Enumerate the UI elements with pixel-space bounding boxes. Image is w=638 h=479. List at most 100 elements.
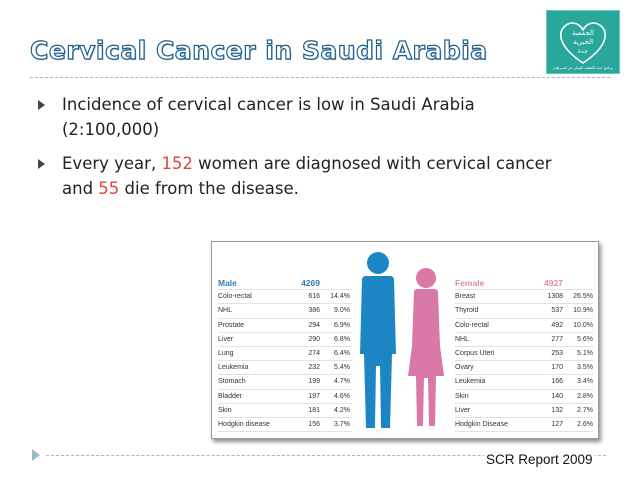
male-table-row: Lung 274 6.4% [218,345,352,360]
case-count: 290 [308,335,320,343]
case-count: 140 [551,392,563,400]
cancer-site: NHL [455,335,470,343]
slide-title: Cervical Cancer in Saudi Arabia [29,35,488,65]
cancer-site: Bladder [218,392,243,400]
death-count: 55 [98,179,120,198]
case-percent: 9.0% [334,307,350,315]
case-count: 492 [551,321,563,329]
female-table-row: Corpus Uteri 253 5.1% [455,345,593,360]
cancer-site: Breast [455,293,476,301]
cancer-site: Liver [455,406,471,414]
case-count: 1308 [547,293,563,301]
bullet-incidence: Incidence of cervical cancer is low in S… [38,92,598,142]
case-count: 386 [308,307,320,315]
case-percent: 5.4% [334,364,350,372]
male-rows: Colo-rectal 616 14.4% NHL 386 9.0% Prostate 294… [218,289,352,433]
female-table-row: Leukemia 166 3.4% [455,374,593,388]
female-rows: Breast 1308 26.5% Thyroid 537 10.9% Colo-recta… [455,289,593,433]
case-count: 232 [308,364,320,372]
cancer-site: Lung [218,350,234,358]
case-percent: 26.5% [573,293,593,301]
female-table-row: Liver 132 2.7% [455,402,593,417]
bullet-text-rate: (2:100,000) [62,120,160,139]
male-label: Male [218,277,237,288]
male-table-row: Colo-rectal 616 14.4% [218,289,352,303]
case-percent: 3.4% [577,378,593,386]
cancer-site: Thyroid [455,307,479,315]
male-table-row: Hodgkin disease 156 3.7% [218,416,352,433]
case-count: 616 [308,293,320,301]
footer-divider [46,455,606,456]
cancer-site: Colo-rectal [218,293,252,301]
cancer-site: Leukemia [218,364,249,372]
case-percent: 3.5% [577,364,593,372]
female-label: Female [455,277,485,288]
female-table-row: Thyroid 537 10.9% [455,303,593,317]
cancer-site: Ovary [455,364,474,372]
case-count: 127 [551,420,563,428]
next-slide-arrow-icon[interactable] [32,449,40,461]
female-table-row: Hodgkin Disease 127 2.6% [455,416,593,433]
female-table: Female 4927 Breast 1308 26.5% Thyroid 537 10.… [455,276,593,433]
male-table-row: Skin 181 4.2% [218,402,352,417]
female-table-row: Breast 1308 26.5% [455,289,593,303]
case-count: 156 [308,420,320,428]
cancer-site: Leukemia [455,378,486,386]
diagnosed-count: 152 [161,154,193,173]
female-table-row: Skin 140 2.8% [455,388,593,403]
cancer-site: Corpus Uteri [455,350,495,358]
logo-caption: برنامج جدة للكشف المبكر عن السرطان [553,66,613,70]
case-percent: 5.1% [577,350,593,358]
cancer-site: Hodgkin disease [218,420,270,428]
cancer-site: NHL [218,307,233,315]
case-percent: 10.9% [573,307,593,315]
female-table-row: Ovary 170 3.5% [455,360,593,374]
bullet-arrow-icon [38,159,45,169]
case-count: 199 [308,378,320,386]
male-figure-icon [360,252,396,428]
female-figure-icon [408,268,444,426]
case-count: 181 [308,406,320,414]
case-percent: 5.6% [577,335,593,343]
bullet-arrow-icon [38,100,45,110]
case-count: 294 [308,321,320,329]
cancer-site: Skin [455,392,469,400]
case-percent: 2.8% [577,392,593,400]
male-table-row: Liver 290 6.8% [218,331,352,346]
case-percent: 6.4% [334,350,350,358]
bullet-text: die from the disease. [119,179,299,198]
female-table-header: Female 4927 [455,276,593,289]
female-table-row: Colo-rectal 492 10.0% [455,317,593,332]
male-table-header: Male 4269 [218,276,352,289]
case-count: 170 [551,364,563,372]
male-table-row: NHL 386 9.0% [218,303,352,317]
title-divider [30,77,610,78]
logo-text-1: الجمعية [572,29,594,37]
bullet-text: and [62,179,99,198]
case-count: 277 [551,335,563,343]
cancer-incidence-figure: Male 4269 Colo-rectal 616 14.4% NHL 386 9.0% P… [211,241,599,439]
female-total: 4927 [544,277,563,288]
male-female-figures [360,252,444,428]
case-percent: 4.2% [334,406,350,414]
bullet-list: Incidence of cervical cancer is low in S… [38,92,598,210]
male-table-row: Leukemia 232 5.4% [218,360,352,374]
cancer-site: Skin [218,406,232,414]
cancer-site: Liver [218,335,234,343]
case-percent: 4.7% [334,378,350,386]
case-percent: 2.6% [577,420,593,428]
source-citation: SCR Report 2009 [484,452,595,467]
logo-text-2: الخيرية [573,38,593,46]
bullet-annual-cases: Every year, 152 women are diagnosed with… [38,151,598,201]
case-count: 274 [308,350,320,358]
male-table: Male 4269 Colo-rectal 616 14.4% NHL 386 9.0% P… [218,276,352,433]
case-count: 537 [551,307,563,315]
organization-logo: الجمعية الخيرية جدة برنامج جدة للكشف الم… [546,10,620,74]
case-percent: 6.8% [334,335,350,343]
cancer-site: Prostate [218,321,245,329]
female-table-row: NHL 277 5.6% [455,331,593,346]
logo-heart-icon: الجمعية الخيرية جدة برنامج جدة للكشف الم… [553,22,613,70]
case-count: 166 [551,378,563,386]
case-count: 253 [551,350,563,358]
cancer-site: Colo-rectal [455,321,489,329]
